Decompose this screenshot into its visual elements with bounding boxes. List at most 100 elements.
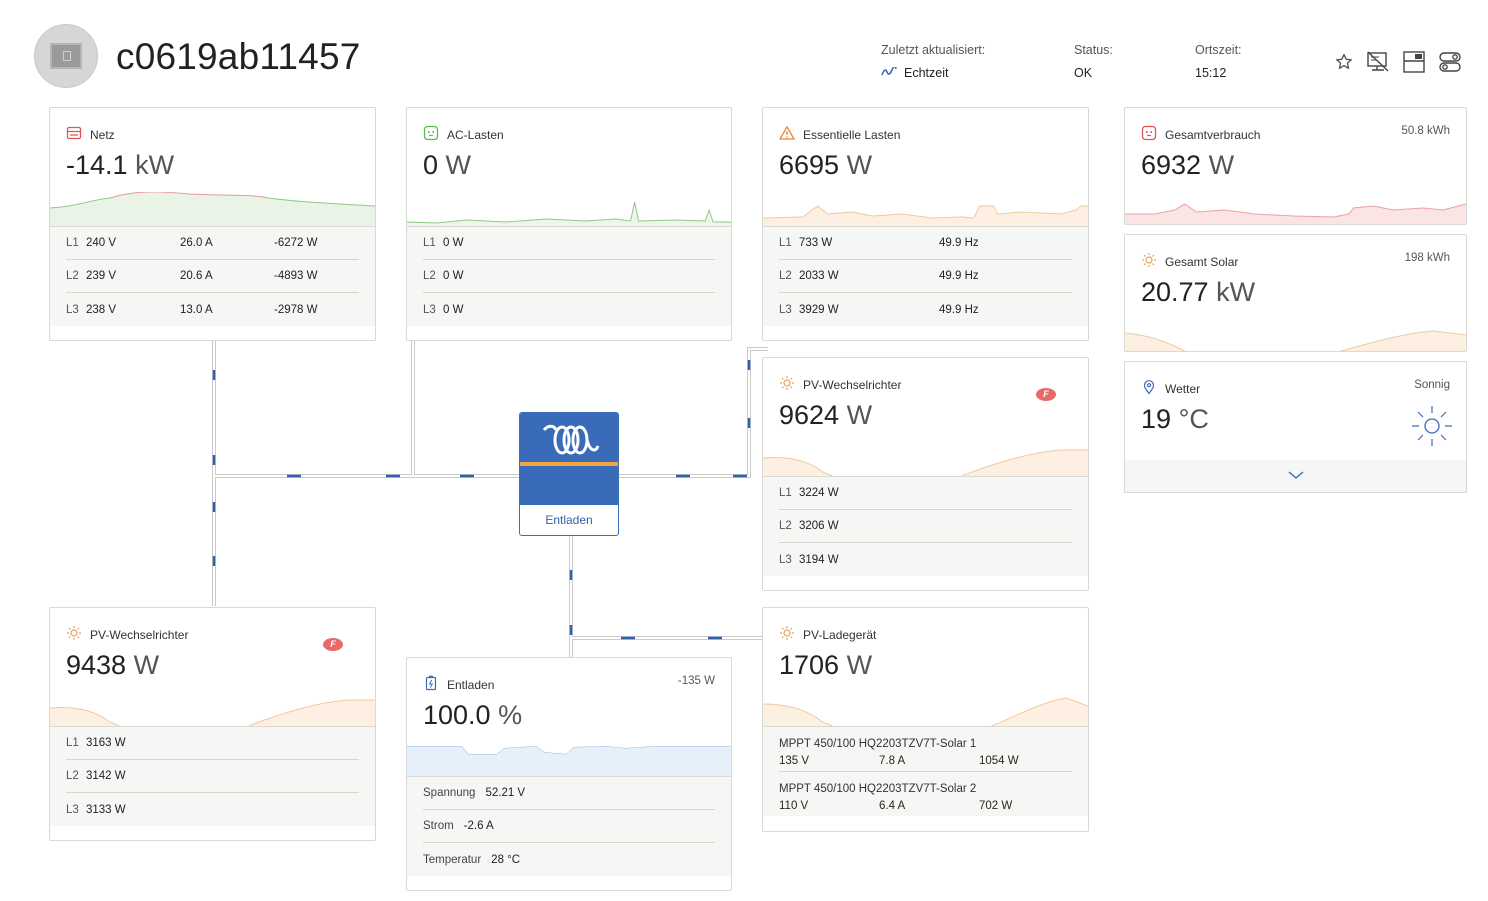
pv-inverter-out-unit: W <box>846 400 873 430</box>
mppt-tracker-1: MPPT 450/100 HQ2203TZV7T-Solar 1 135 V 7.… <box>779 727 1072 772</box>
last-updated-value: Echtzeit <box>904 66 949 80</box>
grid-sparkline <box>50 192 375 226</box>
pv-inverter-in-card[interactable]: PV-Wechselrichter F 9438 W L1 3163 W L2 31… <box>49 607 376 841</box>
essential-loads-value: 6695 <box>779 150 840 180</box>
last-updated: Zuletzt aktualisiert: Echtzeit <box>881 43 985 80</box>
no-display-icon[interactable] <box>1366 50 1390 74</box>
grid-unit: kW <box>135 150 175 180</box>
inverter-node[interactable]: Entladen <box>519 412 619 536</box>
inverter-status: Entladen <box>545 513 593 527</box>
essential-loads-card[interactable]: Essentielle Lasten 6695 W L1 733 W 49.9 Hz… <box>762 107 1089 341</box>
pv-inverter-in-unit: W <box>133 650 160 680</box>
grid-value: -14.1 <box>66 150 128 180</box>
essential-loads-unit: W <box>846 150 873 180</box>
pv-out-row-l1: L1 3224 W <box>779 477 1072 510</box>
ac-loads-card[interactable]: AC-Lasten 0 W L1 0 W L2 0 W L3 0 W <box>406 107 732 341</box>
battery-title: Entladen <box>447 677 495 692</box>
fronius-badge: F <box>323 638 343 651</box>
local-time-value: 15:12 <box>1195 66 1227 80</box>
total-consumption-sparkline <box>1125 203 1466 224</box>
realtime-icon <box>881 65 897 80</box>
battery-unit: % <box>498 700 523 730</box>
essential-row-l3: L3 3929 W 49.9 Hz <box>779 303 979 316</box>
fronius-badge: F <box>1036 388 1056 401</box>
victron-logo-icon <box>540 422 600 463</box>
page-title: c0619ab11457 <box>116 36 361 77</box>
pv-charger-title: PV-Ladegerät <box>803 627 877 642</box>
grid-row-l1: L1 240 V 26.0 A -6272 W <box>66 227 359 260</box>
mppt-tracker-2: MPPT 450/100 HQ2203TZV7T-Solar 2 110 V 6.… <box>779 783 1013 812</box>
total-consumption-unit: W <box>1208 150 1235 180</box>
ac-loads-unit: W <box>445 150 472 180</box>
essential-loads-title: Essentielle Lasten <box>803 127 901 142</box>
sun-icon <box>66 625 82 644</box>
pv-inverter-in-value: 9438 <box>66 650 127 680</box>
pv-in-row-l3: L3 3133 W <box>66 803 126 816</box>
battery-icon <box>423 675 439 694</box>
expand-button[interactable] <box>1124 460 1467 493</box>
weather-card[interactable]: Wetter Sonnig 19 °C <box>1124 361 1467 461</box>
pv-inverter-in-sparkline <box>50 699 375 726</box>
pv-out-row-l3: L3 3194 W <box>779 553 839 566</box>
total-consumption-card[interactable]: Gesamtverbrauch 50.8 kWh 6932 W <box>1124 107 1467 225</box>
battery-current-row: Strom -2.6 A <box>423 810 715 843</box>
pv-charger-unit: W <box>846 650 873 680</box>
pv-in-row-l1: L1 3163 W <box>66 727 359 760</box>
status-value: OK <box>1074 66 1093 80</box>
weather-title: Wetter <box>1165 381 1201 396</box>
essential-row-l1: L1 733 W 49.9 Hz <box>779 227 1072 260</box>
ac-loads-sparkline <box>407 201 731 226</box>
pv-inverter-out-card[interactable]: PV-Wechselrichter F 9624 W L1 3224 W L2 32… <box>762 357 1089 591</box>
switch-icon[interactable] <box>1438 50 1462 74</box>
site-avatar <box>34 24 98 88</box>
battery-sparkline <box>407 742 731 776</box>
pv-in-row-l2: L2 3142 W <box>66 760 359 793</box>
ac-loads-row-l2: L2 0 W <box>423 260 715 293</box>
weather-value: 19 <box>1141 404 1172 434</box>
total-consumption-energy: 50.8 kWh <box>1401 125 1450 137</box>
grid-card[interactable]: Netz -14.1 kW L1 240 V 26.0 A -6272 W L2 239… <box>49 107 376 341</box>
status-label: Status: <box>1074 43 1113 57</box>
chevron-down-icon <box>1287 467 1305 485</box>
pv-inverter-in-title: PV-Wechselrichter <box>90 627 189 642</box>
total-solar-card[interactable]: Gesamt Solar 198 kWh 20.77 kW <box>1124 234 1467 352</box>
sun-icon <box>779 625 795 644</box>
pv-charger-sparkline <box>763 697 1088 726</box>
layout-toggle-icon[interactable] <box>1402 50 1426 74</box>
outlet-icon <box>1141 125 1157 144</box>
total-solar-energy: 198 kWh <box>1404 252 1450 264</box>
total-consumption-value: 6932 <box>1141 150 1202 180</box>
pv-charger-value: 1706 <box>779 650 840 680</box>
total-solar-value: 20.77 <box>1141 277 1209 307</box>
pv-charger-card[interactable]: PV-Ladegerät 1706 W MPPT 450/100 HQ2203T… <box>762 607 1089 832</box>
total-consumption-title: Gesamtverbrauch <box>1165 127 1261 142</box>
grid-row-l3: L3 238 V 13.0 A -2978 W <box>66 303 318 316</box>
location-pin-icon <box>1141 379 1157 398</box>
sun-icon <box>779 375 795 394</box>
sunny-icon <box>1410 404 1454 453</box>
pv-inverter-out-sparkline <box>763 449 1088 476</box>
battery-power: -135 W <box>677 675 715 687</box>
status: Status: OK <box>1074 43 1113 80</box>
battery-card[interactable]: Entladen -135 W 100.0 % Spannung 52.21 V … <box>406 657 732 891</box>
pv-inverter-out-title: PV-Wechselrichter <box>803 377 902 392</box>
total-solar-unit: kW <box>1216 277 1256 307</box>
total-solar-sparkline <box>1125 330 1466 351</box>
sun-icon <box>1141 252 1157 271</box>
grid-title: Netz <box>90 127 115 142</box>
essential-row-l2: L2 2033 W 49.9 Hz <box>779 260 1072 293</box>
weather-unit: °C <box>1178 404 1209 434</box>
pv-out-row-l2: L2 3206 W <box>779 510 1072 543</box>
ac-loads-value: 0 <box>423 150 439 180</box>
grid-row-l2: L2 239 V 20.6 A -4893 W <box>66 260 359 293</box>
total-solar-title: Gesamt Solar <box>1165 254 1239 269</box>
grid-icon <box>66 125 82 144</box>
star-icon[interactable] <box>1334 52 1354 72</box>
ac-loads-row-l3: L3 0 W <box>423 303 464 316</box>
toolbar <box>1334 50 1462 74</box>
local-time: Ortszeit: 15:12 <box>1195 43 1242 80</box>
last-updated-label: Zuletzt aktualisiert: <box>881 43 986 57</box>
essential-loads-sparkline <box>763 205 1088 226</box>
local-time-label: Ortszeit: <box>1195 43 1242 57</box>
device-icon <box>50 43 82 69</box>
